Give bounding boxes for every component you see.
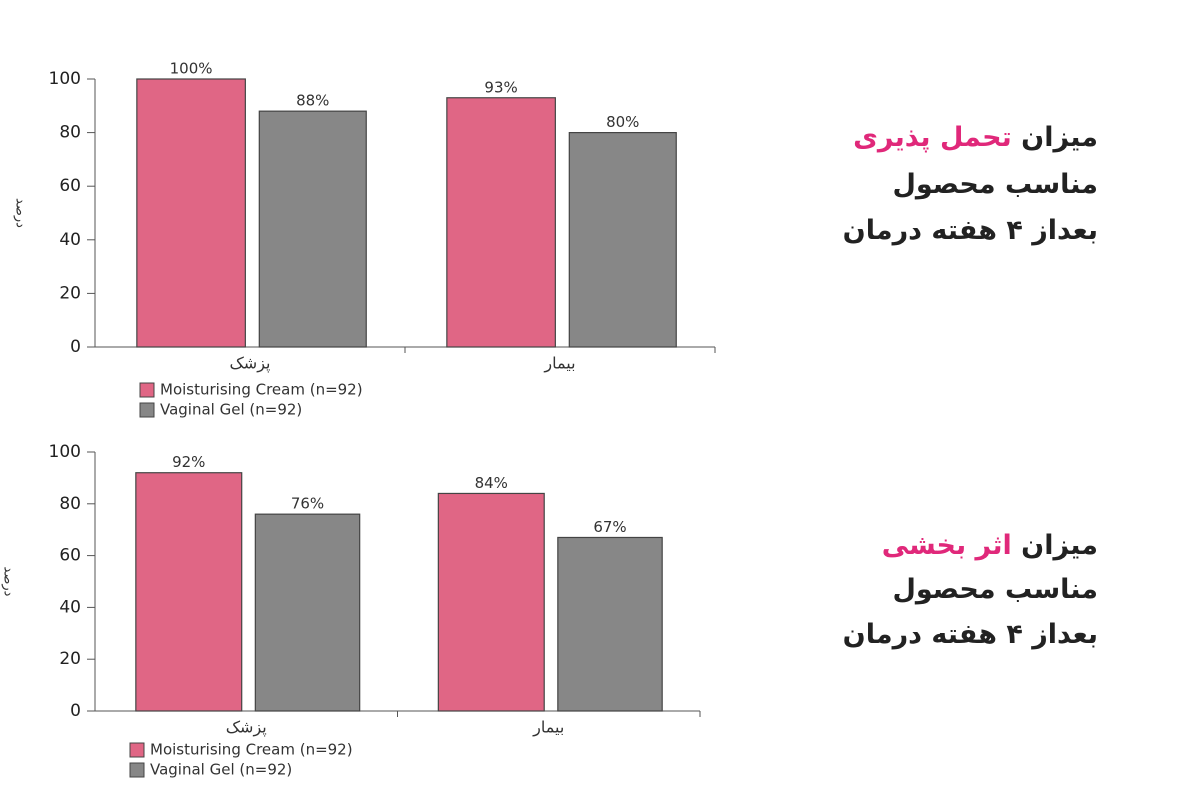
- data-label: 76%: [291, 495, 324, 513]
- y-tick-label: 60: [59, 176, 81, 196]
- y-tick-label: 60: [59, 546, 81, 566]
- y-tick-label: 100: [49, 442, 81, 462]
- caption-line: میزان تحمل پذیری: [853, 124, 1098, 151]
- y-tick-label: 100: [49, 69, 81, 89]
- data-label: 93%: [484, 78, 517, 96]
- legend-label: Moisturising Cream (n=92): [150, 741, 353, 759]
- bar: [557, 536, 663, 712]
- x-tick-label: بیمار: [543, 354, 575, 374]
- caption-highlight: تحمل پذیری: [853, 122, 1012, 153]
- bar: [258, 110, 367, 348]
- caption-word: میزان: [1021, 122, 1098, 153]
- bar: [254, 513, 361, 712]
- legend-swatch: [139, 402, 155, 418]
- y-axis-label: درصد: [1, 567, 16, 597]
- y-tick-label: 40: [59, 230, 81, 250]
- bar: [446, 97, 556, 348]
- y-tick-label: 0: [70, 337, 81, 357]
- caption-text: بعداز ۴ هفته درمان: [842, 619, 1098, 650]
- y-tick-label: 40: [59, 597, 81, 617]
- x-tick-label: پزشک: [229, 354, 270, 374]
- y-tick-label: 20: [59, 283, 81, 303]
- data-label: 84%: [475, 474, 508, 492]
- bar: [135, 472, 243, 712]
- legend-label: Moisturising Cream (n=92): [160, 381, 363, 399]
- legend-swatch: [139, 382, 155, 398]
- y-tick-label: 80: [59, 494, 81, 514]
- bar: [136, 78, 246, 348]
- y-tick-label: 80: [59, 123, 81, 143]
- data-label: 80%: [606, 113, 639, 131]
- y-axis-label: درصد: [13, 198, 28, 228]
- caption-line: بعداز ۴ هفته درمان: [843, 621, 1098, 648]
- data-label: 88%: [296, 92, 329, 110]
- y-tick-label: 0: [70, 701, 81, 721]
- data-label: 67%: [593, 518, 626, 536]
- caption-text: مناسب محصول: [892, 169, 1098, 200]
- caption-text: بعداز ۴ هفته درمان: [842, 215, 1098, 246]
- caption-line: مناسب محصول: [892, 171, 1098, 198]
- y-tick-label: 20: [59, 649, 81, 669]
- x-tick-label: بیمار: [532, 718, 564, 738]
- caption-line: میزان اثر بخشی: [882, 532, 1098, 559]
- x-tick-label: پزشک: [226, 718, 267, 738]
- caption-line: بعداز ۴ هفته درمان: [843, 217, 1098, 244]
- caption-highlight: اثر بخشی: [881, 530, 1012, 561]
- legend-swatch: [129, 762, 145, 778]
- caption-word: میزان: [1021, 530, 1098, 561]
- legend-label: Vaginal Gel (n=92): [150, 761, 292, 779]
- bar: [437, 492, 545, 712]
- data-label: 92%: [172, 453, 205, 471]
- legend-swatch: [129, 742, 145, 758]
- caption-text: مناسب محصول: [892, 574, 1098, 605]
- data-label: 100%: [170, 60, 213, 78]
- bar: [568, 132, 677, 348]
- legend-label: Vaginal Gel (n=92): [160, 401, 302, 419]
- caption-line: مناسب محصول: [892, 576, 1098, 603]
